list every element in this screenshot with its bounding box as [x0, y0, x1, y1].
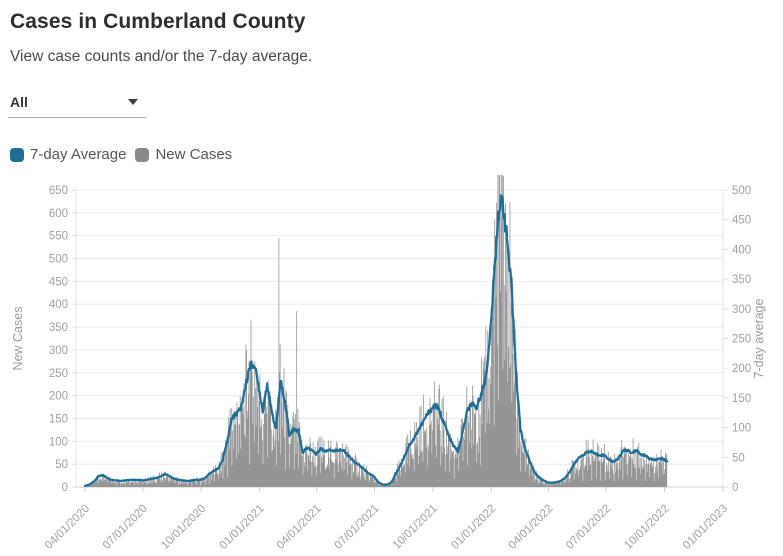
svg-text:07/01/2020: 07/01/2020 — [101, 503, 150, 551]
svg-text:200: 200 — [49, 391, 68, 403]
svg-text:300: 300 — [49, 345, 68, 357]
svg-text:400: 400 — [49, 299, 68, 311]
svg-text:01/01/2021: 01/01/2021 — [218, 503, 267, 551]
svg-text:100: 100 — [732, 423, 751, 435]
svg-text:350: 350 — [49, 322, 68, 334]
svg-text:50: 50 — [732, 452, 745, 464]
svg-text:04/01/2022: 04/01/2022 — [506, 503, 555, 551]
svg-text:250: 250 — [732, 334, 751, 346]
svg-text:50: 50 — [55, 459, 68, 471]
svg-text:07/01/2021: 07/01/2021 — [332, 503, 381, 551]
svg-text:600: 600 — [49, 208, 68, 220]
svg-text:0: 0 — [62, 482, 68, 494]
svg-text:250: 250 — [49, 368, 68, 380]
svg-text:04/01/2021: 04/01/2021 — [275, 503, 324, 551]
page-subtitle: View case counts and/or the 7-day averag… — [10, 48, 313, 65]
svg-text:400: 400 — [732, 244, 751, 256]
svg-text:10/01/2022: 10/01/2022 — [623, 503, 672, 551]
svg-text:150: 150 — [49, 414, 68, 426]
svg-text:100: 100 — [49, 436, 68, 448]
legend-item-7day-average[interactable]: 7-day Average — [10, 146, 126, 163]
svg-text:0: 0 — [732, 482, 738, 494]
svg-text:04/01/2020: 04/01/2020 — [43, 503, 92, 551]
page-title: Cases in Cumberland County — [10, 10, 306, 33]
svg-text:500: 500 — [732, 185, 751, 197]
dropdown-selected-value: All — [10, 94, 28, 110]
legend-label: New Cases — [155, 146, 233, 163]
svg-text:01/01/2023: 01/01/2023 — [681, 503, 730, 551]
chart-svg[interactable]: 0501001502002503003504004505005506006500… — [0, 101, 783, 552]
chart-legend: 7-day Average New Cases — [10, 146, 232, 163]
svg-text:New Cases: New Cases — [11, 307, 25, 371]
svg-text:450: 450 — [49, 276, 68, 288]
legend-item-new-cases[interactable]: New Cases — [135, 146, 232, 163]
cases-chart[interactable]: 0 50 100 150 200 250 300 350 400 450 500 550 600 650 0… — [0, 101, 783, 552]
svg-text:200: 200 — [732, 363, 751, 375]
svg-text:650: 650 — [49, 185, 68, 197]
region-filter-dropdown[interactable]: All — [8, 90, 146, 118]
caret-down-icon — [128, 99, 138, 105]
legend-swatch-7day-average — [10, 147, 24, 162]
legend-label: 7-day Average — [30, 146, 127, 163]
svg-text:300: 300 — [732, 304, 751, 316]
svg-text:550: 550 — [49, 231, 68, 243]
svg-text:01/01/2022: 01/01/2022 — [449, 503, 498, 551]
svg-text:150: 150 — [732, 393, 751, 405]
legend-swatch-new-cases — [135, 147, 150, 162]
svg-text:10/01/2020: 10/01/2020 — [159, 503, 208, 551]
svg-text:10/01/2021: 10/01/2021 — [391, 503, 440, 551]
svg-text:500: 500 — [49, 254, 68, 266]
svg-text:450: 450 — [732, 215, 751, 227]
svg-text:350: 350 — [732, 274, 751, 286]
svg-text:07/01/2022: 07/01/2022 — [564, 503, 613, 551]
svg-text:7-day average: 7-day average — [752, 298, 766, 378]
